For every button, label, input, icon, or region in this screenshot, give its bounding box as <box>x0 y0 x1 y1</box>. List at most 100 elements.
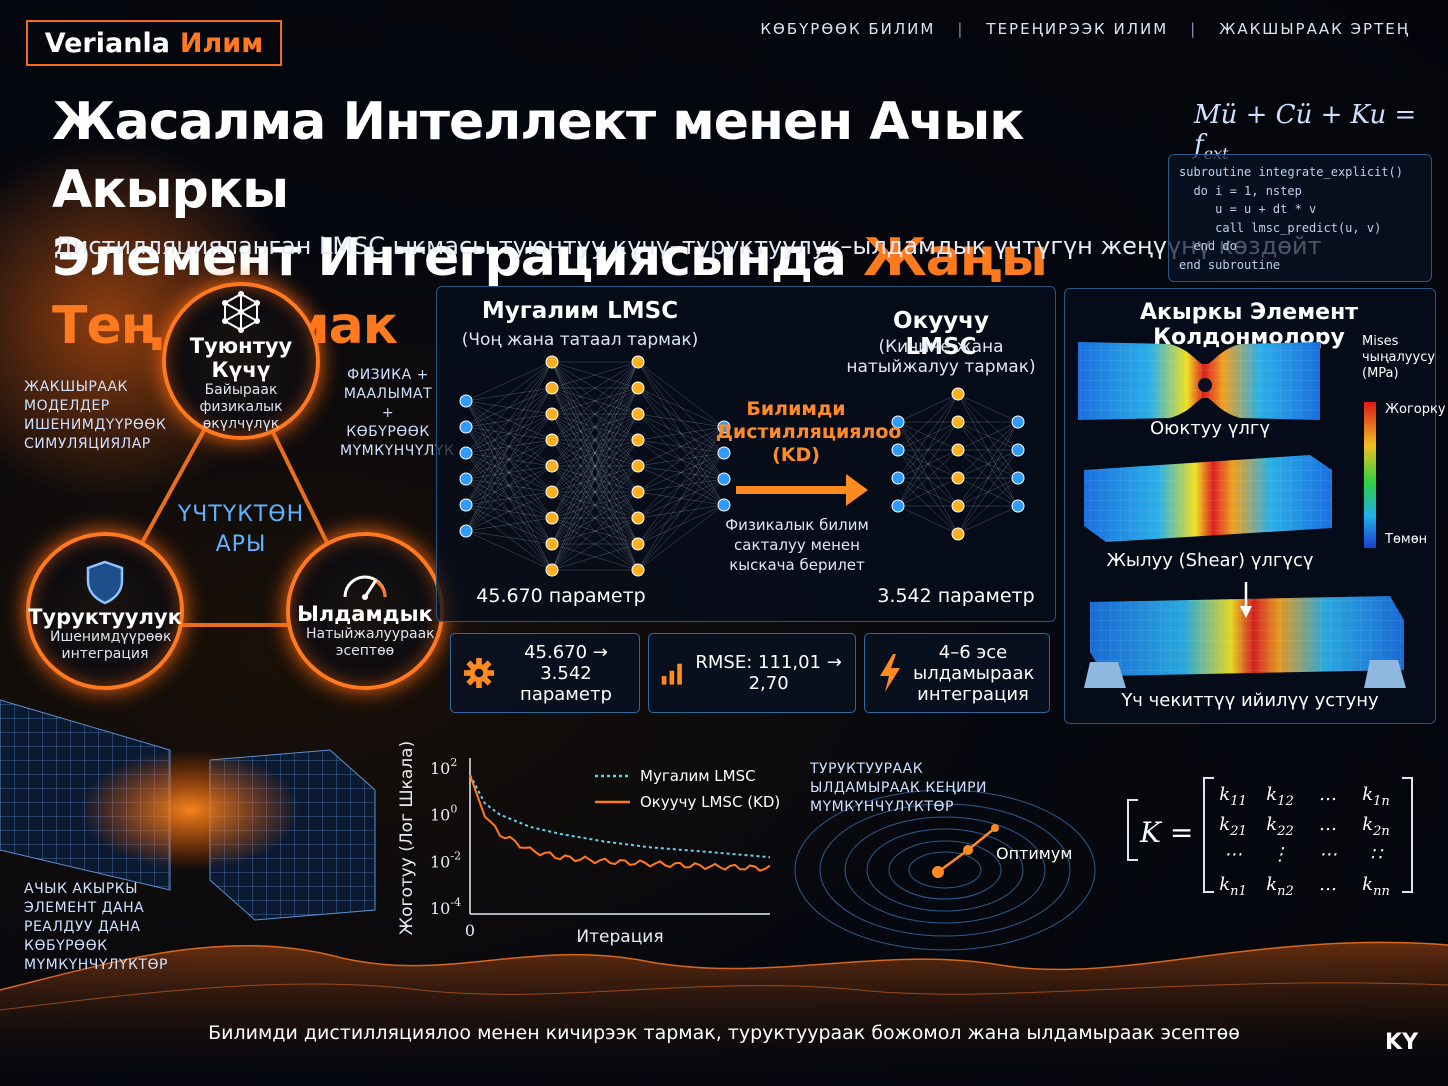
matrix-cell: kn2 <box>1266 874 1294 899</box>
teacher-neuron <box>459 472 473 486</box>
matrix-cell: k22 <box>1266 814 1293 839</box>
student-neuron <box>1011 499 1025 513</box>
teacher-neuron <box>545 459 559 473</box>
title-line-1: Жасалма Интеллект менен Ачык Акыркы <box>52 92 1025 220</box>
shield-icon <box>86 560 124 605</box>
teacher-neuron <box>545 381 559 395</box>
physics-data-note: ФИЗИКА + МААЛЫМАТ + КӨБҮРӨӨК МҮМКҮНЧҮЛҮК <box>340 367 455 459</box>
nav-item-more-knowledge[interactable]: КӨБҮРӨӨК БИЛИМ <box>760 20 936 38</box>
matrix-cell: k1n <box>1362 784 1390 809</box>
student-neuron <box>951 499 965 513</box>
optimization-landscape <box>794 789 1096 951</box>
teacher-params: 45.670 параметр <box>476 585 646 607</box>
landscape-note: ТУРУКТУУРААК ЫЛДАМЫРААК КЕҢИРИ МҮМКҮНЧҮЛ… <box>810 761 988 815</box>
teacher-neuron <box>545 563 559 577</box>
open-fe-note: АЧЫК АКЫРКЫ ЭЛЕМЕНТ ДАНА РЕАЛДУУ ДАНА КӨ… <box>24 881 168 973</box>
y-tick-label: 102 <box>430 756 457 778</box>
student-neuron <box>1011 443 1025 457</box>
stat-speedup-text: 4–6 эсе ылдамыраак интеграция <box>913 641 1035 705</box>
matrix-cell: k11 <box>1219 784 1246 809</box>
matrix-cell: … <box>1319 874 1337 895</box>
y-axis-label: Жоготуу (Лог Шкала) <box>397 741 417 935</box>
speed-title: Ылдамдык <box>297 602 433 626</box>
y-tick-label: 100 <box>430 803 457 825</box>
kd-arrow-note: Физикалык билим сакталуу менен кыскача б… <box>725 516 869 574</box>
student-neuron <box>891 471 905 485</box>
loss-chart: 102 100 10-2 10-40 Итерация Жоготуу (Лог Шкал… <box>397 741 780 947</box>
stat-rmse: RMSE: 111,01 → 2,70 <box>648 633 856 713</box>
fe-models <box>1078 342 1406 688</box>
stability-node[interactable]: Туруктуулук Ишенимдүүрөөк интеграция <box>26 532 184 690</box>
top-navigation: КӨБҮРӨӨК БИЛИМ | ТЕРЕҢИРЭЭК ИЛИМ | ЖАКШЫ… <box>760 20 1410 38</box>
series-line-teacher <box>469 774 771 859</box>
teacher-neuron <box>631 485 645 499</box>
mesh-block-illustration <box>0 699 376 921</box>
matrix-cell: k2n <box>1362 814 1390 839</box>
teacher-neuron <box>631 355 645 369</box>
speed-sub: Натыйжалуураак эсептөө <box>306 626 435 659</box>
x-axis-label: Итерация <box>576 927 663 947</box>
speedometer-icon <box>343 575 387 600</box>
teacher-neuron <box>459 420 473 434</box>
page-subtitle: Дистилляцияланган LMSC ыкмасы туюнтуу кү… <box>54 232 1322 260</box>
student-subtitle: (Кичине жана натыйжалуу тармак) <box>846 337 1036 377</box>
teacher-neuron <box>545 407 559 421</box>
legend-entry: Окуучу LMSC (KD) <box>640 793 780 811</box>
teacher-title: Мугалим LMSC <box>481 298 679 324</box>
network-diagrams <box>459 355 1025 577</box>
stat-speedup: 4–6 эсе ылдамыраак интеграция <box>864 633 1050 713</box>
matrix-cell: kn1 <box>1219 874 1247 899</box>
legend-title: Mises чыңалуусу (MPa) <box>1362 334 1436 381</box>
nav-item-deeper-science[interactable]: ТЕРЕҢИРЭЭК ИЛИМ <box>986 20 1169 38</box>
brand-name: Verianla <box>44 27 170 59</box>
expressive-power-node[interactable]: Туюнтуу Күчү Байыраак физикалык өкүлчүлү… <box>162 282 320 440</box>
optimum-label: Оптимум <box>996 844 1073 863</box>
matrix-cell: k21 <box>1219 814 1246 839</box>
nav-separator: | <box>1190 20 1198 38</box>
y-tick-label: 10-4 <box>430 896 461 918</box>
teacher-neuron <box>631 511 645 525</box>
footer-caption: Билимди дистилляциялоо менен кичирээк та… <box>208 1022 1240 1044</box>
teacher-neuron <box>545 433 559 447</box>
teacher-neuron <box>545 537 559 551</box>
student-neuron <box>951 387 965 401</box>
legend-low: Төмөн <box>1385 532 1428 547</box>
x-tick-label: 0 <box>465 921 475 940</box>
teacher-neuron <box>631 407 645 421</box>
stiffness-matrix: K = k11 k12 … k1n k21 k22 … k2n ⋯ ⋮ ⋯ ∷ kn1 kn2 … knn <box>1127 777 1413 899</box>
kd-arrow-label: Билимди Дистилляциялоо (KD) <box>716 398 902 466</box>
matrix-cell: ∷ <box>1370 844 1384 865</box>
expressive-power-sub: Байыраак физикалык өкүлчүлүк <box>199 381 283 432</box>
teacher-neuron <box>631 459 645 473</box>
student-neuron <box>1011 415 1025 429</box>
speed-node[interactable]: Ылдамдык Натыйжалуураак эсептөө <box>286 532 444 690</box>
language-badge[interactable]: KY <box>1385 1030 1418 1055</box>
teacher-neuron <box>717 472 731 486</box>
teacher-neuron <box>545 511 559 525</box>
y-tick-label: 10-2 <box>430 849 461 871</box>
kd-arrow <box>736 474 868 506</box>
distillation-panel <box>436 286 1056 622</box>
gear-icon <box>463 657 494 689</box>
stat-rmse-text: RMSE: 111,01 → 2,70 <box>695 652 842 694</box>
teacher-neuron <box>459 524 473 538</box>
brand-accent: Илим <box>179 27 264 59</box>
teacher-neuron <box>717 498 731 512</box>
teacher-neuron <box>631 381 645 395</box>
title-line-2: Элемент Интеграциясында Жаңы Тең Салмак <box>52 224 1172 360</box>
fe-case-shear: Жылуу (Shear) үлгүсү <box>1106 550 1314 571</box>
lightning-icon <box>880 654 900 692</box>
bar-chart-icon <box>661 663 682 685</box>
nav-item-better-tomorrow[interactable]: ЖАКШЫРААК ЭРТЕҢ <box>1219 20 1410 38</box>
fe-case-notched: Оюктуу үлгү <box>1150 418 1270 439</box>
brand-logo[interactable]: Verianla Илим <box>26 20 282 66</box>
code-snippet: subroutine integrate_explicit() do i = 1… <box>1168 154 1432 282</box>
stability-sub: Ишенимдүүрөөк интеграция <box>50 629 172 662</box>
expressive-power-title: Туюнтуу Күчү <box>189 333 293 382</box>
matrix-cell: … <box>1319 814 1337 835</box>
teacher-neuron <box>459 446 473 460</box>
student-neuron <box>951 443 965 457</box>
triangle-center-label: ҮЧТҮКТӨН АРЫ <box>177 502 305 557</box>
teacher-neuron <box>459 498 473 512</box>
nav-separator: | <box>957 20 965 38</box>
